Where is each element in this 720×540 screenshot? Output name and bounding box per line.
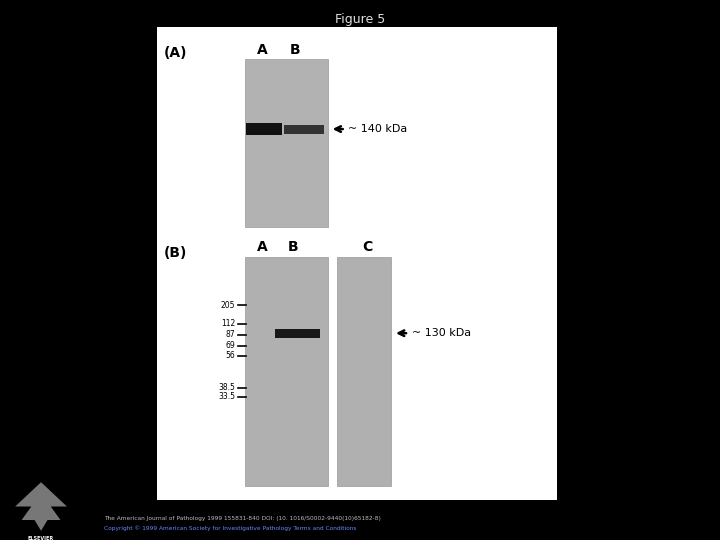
Text: B: B (290, 43, 300, 57)
Bar (246, 123, 282, 135)
Text: 87: 87 (226, 330, 235, 339)
Text: Figure 5: Figure 5 (335, 13, 385, 26)
Text: 33.5: 33.5 (218, 393, 235, 401)
Text: 205: 205 (221, 301, 235, 309)
Text: 112: 112 (221, 320, 235, 328)
Text: 38.5: 38.5 (219, 383, 235, 392)
Text: ~ 140 kDa: ~ 140 kDa (348, 124, 408, 134)
Polygon shape (15, 482, 67, 531)
Text: ELSEVIER: ELSEVIER (28, 536, 54, 540)
Bar (275, 329, 320, 338)
Text: C: C (362, 240, 372, 254)
Bar (245, 59, 328, 227)
Text: 56: 56 (225, 352, 235, 360)
Text: ~ 130 kDa: ~ 130 kDa (412, 328, 471, 338)
Bar (337, 256, 391, 486)
Bar (245, 256, 328, 486)
Text: A: A (258, 240, 268, 254)
Text: 69: 69 (225, 341, 235, 350)
Bar (157, 27, 557, 500)
Text: A: A (258, 43, 268, 57)
Text: The American Journal of Pathology 1999 155831-840 DOI: (10. 1016/S0002-9440(10)6: The American Journal of Pathology 1999 1… (104, 516, 382, 521)
Bar (284, 125, 324, 134)
Text: B: B (288, 240, 298, 254)
Text: (A): (A) (164, 46, 188, 60)
Text: Copyright © 1999 American Society for Investigative Pathology Terms and Conditio: Copyright © 1999 American Society for In… (104, 525, 357, 531)
Text: (B): (B) (164, 246, 187, 260)
